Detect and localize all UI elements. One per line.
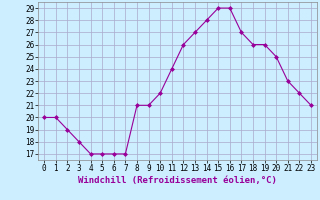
- X-axis label: Windchill (Refroidissement éolien,°C): Windchill (Refroidissement éolien,°C): [78, 176, 277, 185]
